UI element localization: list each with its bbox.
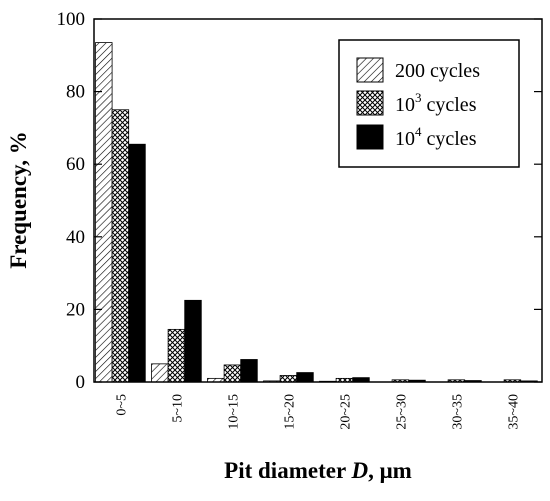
x-axis-label-var: D: [350, 458, 368, 483]
legend-label-10e3-sup: 3: [415, 90, 422, 105]
y-tick-label-60: 60: [66, 154, 85, 175]
y-tick-label-40: 40: [66, 227, 85, 248]
x-axis-label: Pit diameter D, μm: [224, 458, 412, 483]
y-axis-ticks: 0 20 40 60 80 100: [57, 9, 542, 393]
y-axis-label: Frequency, %: [6, 131, 31, 269]
plot-frame: [93, 18, 543, 383]
x-axis-label-suffix: , μm: [368, 458, 412, 483]
x-category-label-0~5: 0~5: [114, 394, 129, 416]
bar-10~15-series-2: [240, 359, 258, 383]
bar-5~10-series-2: [184, 299, 202, 383]
bar-10~15-series-1: [223, 364, 242, 383]
x-category-label-30~35: 30~35: [450, 394, 465, 430]
legend-label-200-base: 200: [395, 60, 425, 82]
legend-label-10e3-base: 10: [395, 94, 415, 116]
bar-15~20-series-1: [279, 375, 298, 383]
x-category-label-10~15: 10~15: [226, 394, 241, 430]
bar-5~10-series-1: [167, 328, 186, 383]
y-tick-label-100: 100: [57, 9, 86, 30]
x-category-label-15~20: 15~20: [282, 394, 297, 430]
x-axis-category-labels: 0~5 5~10 10~15 15~20 20~25 25~30 30~35 35~40: [114, 394, 521, 430]
legend-label-10e4-rest: cycles: [422, 128, 477, 150]
bar-0~5-series-2: [128, 143, 146, 383]
legend-label-200-cycles: 200 cycles: [395, 60, 480, 82]
legend-label-10e3-cycles: 103 cycles: [395, 90, 477, 116]
bar-0~5-series-0: [95, 42, 113, 383]
legend: 200 cycles 103 cycles 104 cycles: [338, 39, 520, 168]
bars-group: [95, 42, 538, 383]
legend-label-10e4-cycles: 104 cycles: [395, 124, 477, 150]
y-tick-label-20: 20: [66, 299, 85, 320]
legend-swatch-10e3-cycles: [356, 90, 384, 116]
x-category-label-35~40: 35~40: [506, 394, 521, 430]
y-tick-label-80: 80: [66, 82, 85, 103]
legend-label-200-rest: cycles: [425, 60, 480, 82]
x-category-label-20~25: 20~25: [338, 394, 353, 430]
legend-swatch-10e4-cycles: [356, 124, 384, 150]
bar-5~10-series-0: [151, 363, 169, 383]
x-category-label-5~10: 5~10: [170, 394, 185, 423]
legend-label-10e4-sup: 4: [415, 124, 422, 139]
legend-swatch-200-cycles: [356, 57, 384, 83]
x-axis-label-prefix: Pit diameter: [224, 458, 351, 483]
bar-0~5-series-1: [111, 109, 130, 383]
legend-label-10e4-base: 10: [395, 128, 415, 150]
bar-15~20-series-2: [296, 372, 314, 383]
y-tick-label-0: 0: [76, 372, 86, 393]
legend-label-10e3-rest: cycles: [422, 94, 477, 116]
x-category-label-25~30: 25~30: [394, 394, 409, 430]
